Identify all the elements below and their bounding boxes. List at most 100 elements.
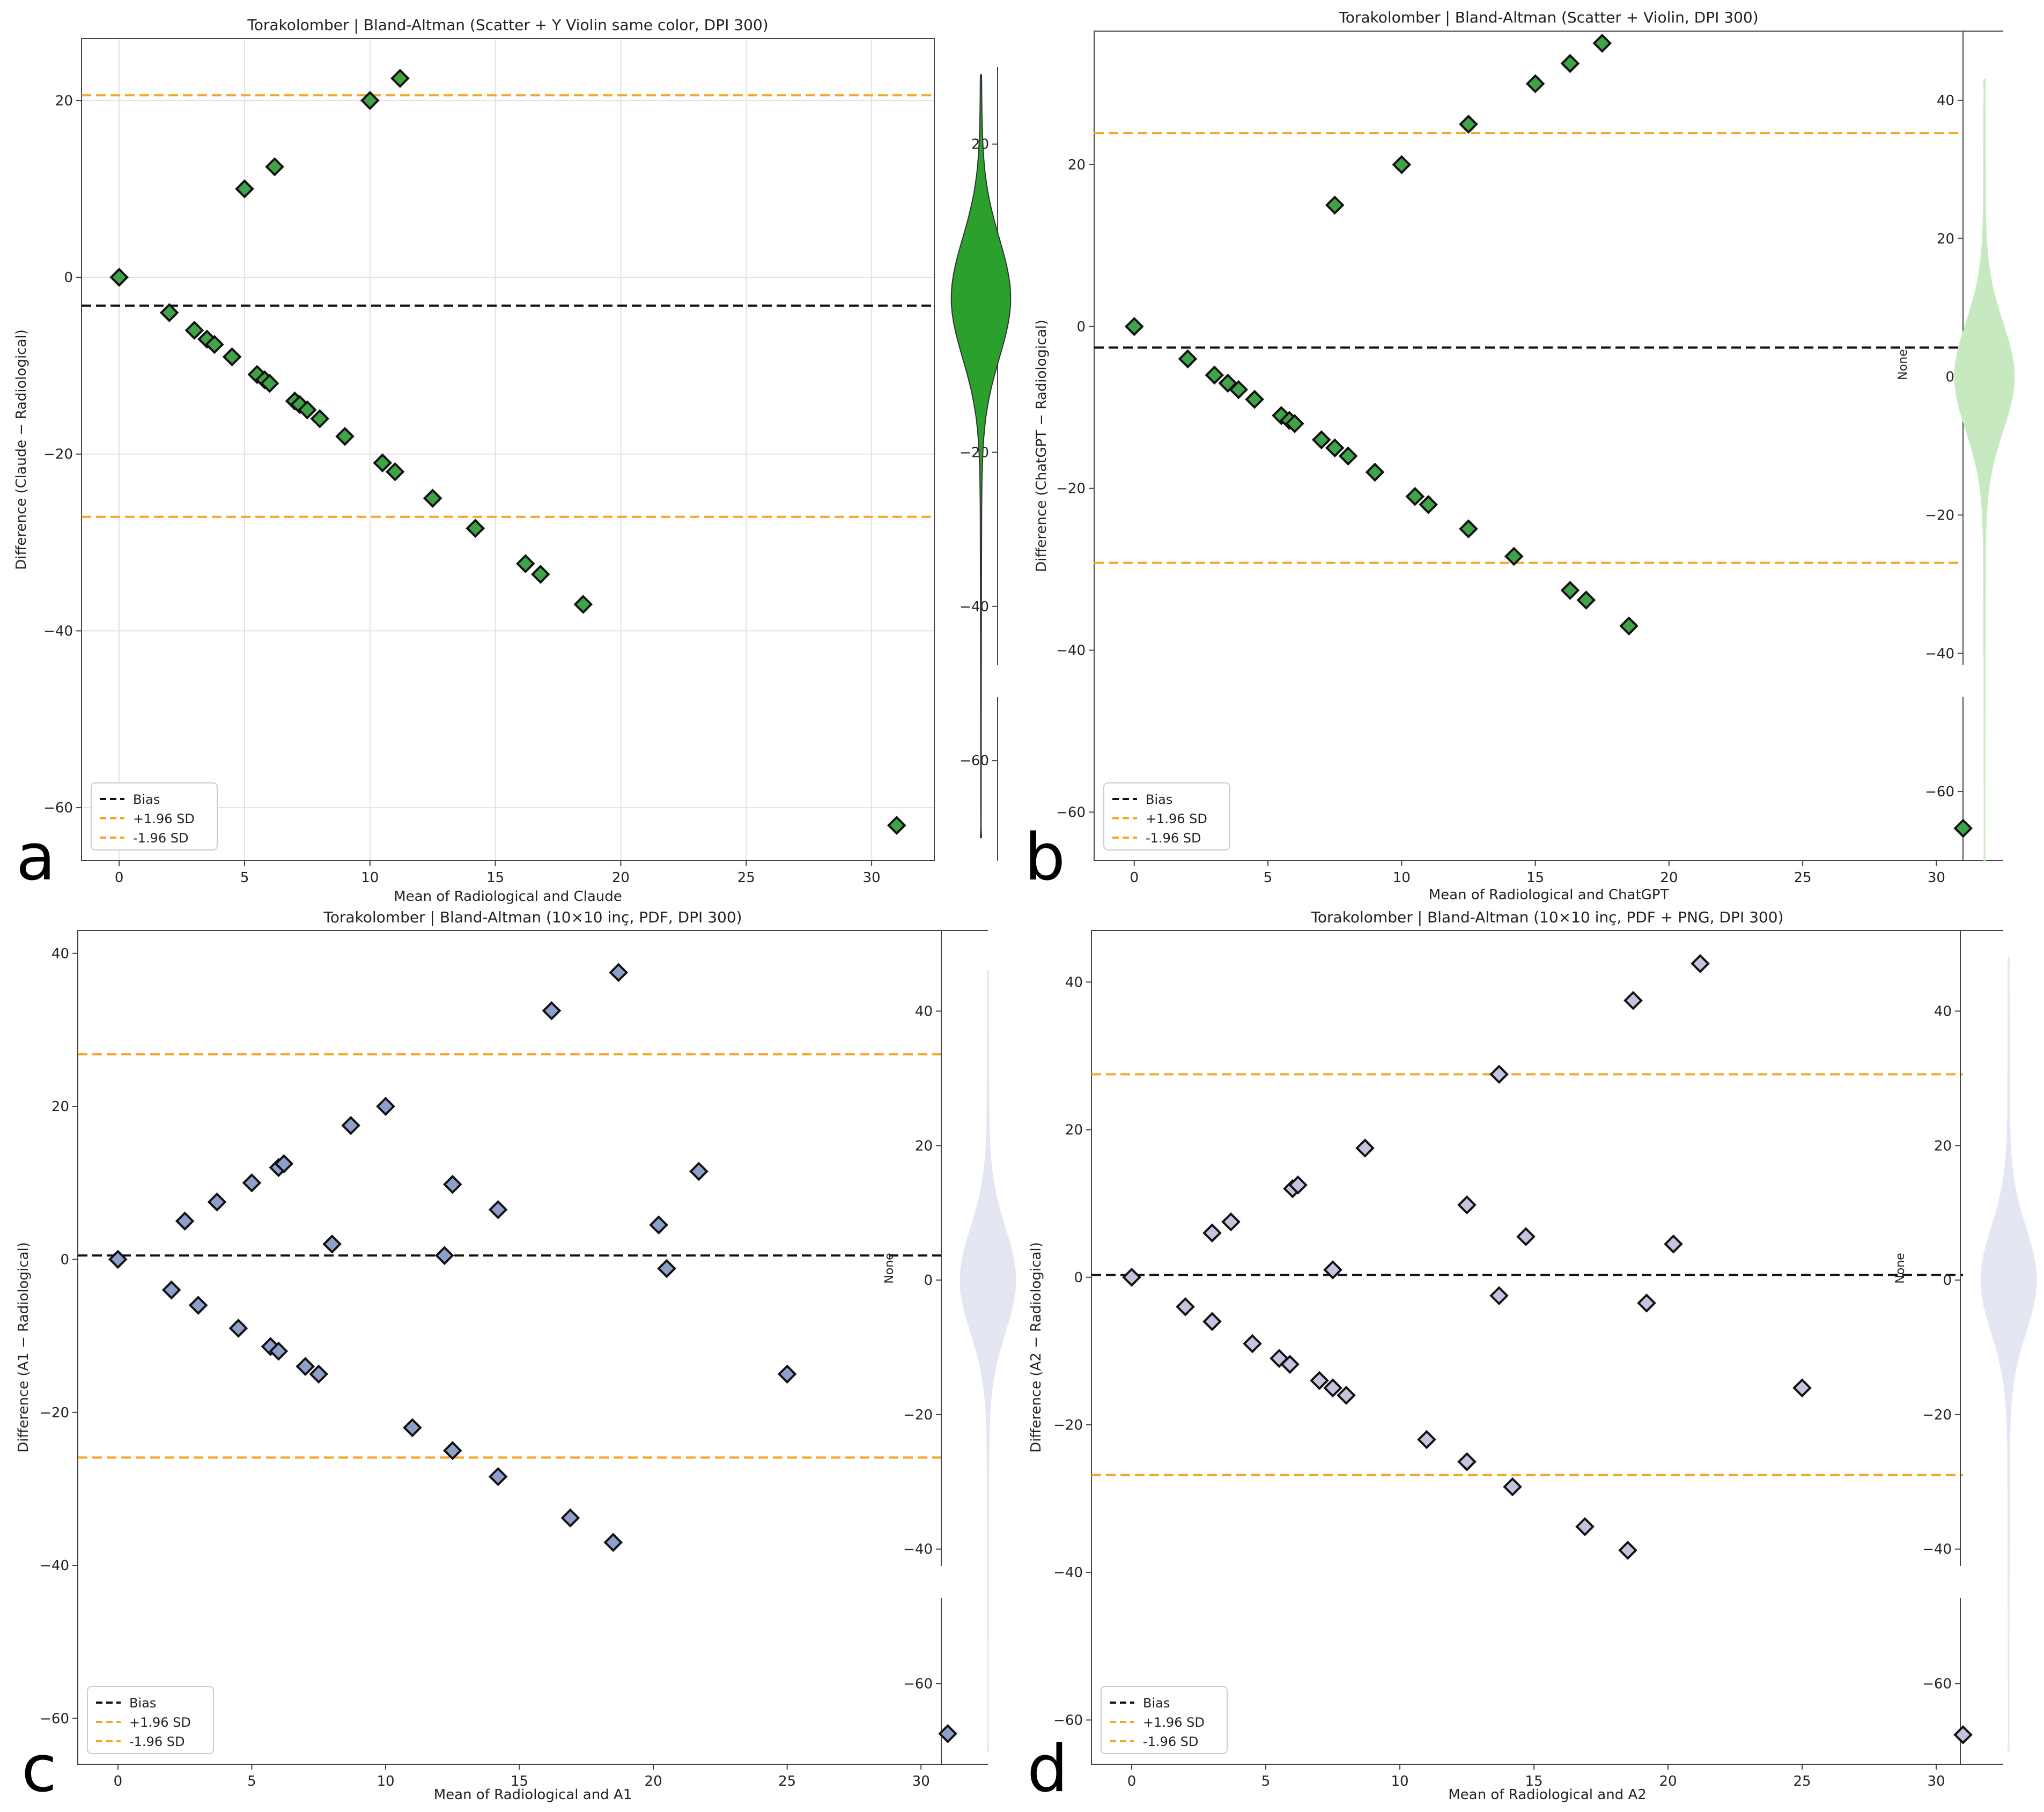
data-point bbox=[185, 321, 204, 340]
legend-label: -1.96 SD bbox=[129, 1734, 185, 1749]
data-point bbox=[175, 1211, 195, 1231]
x-axis-label: Mean of Radiological and ChatGPT bbox=[1429, 887, 1669, 903]
data-point bbox=[205, 335, 224, 354]
data-point bbox=[1419, 495, 1438, 514]
panel-b: 0 5 10 15 20 25 30 −60 −40 −20 0 20 −60 −40 −20 0 20 40 No… bbox=[1024, 9, 2015, 903]
legend-label: Bias bbox=[129, 1696, 156, 1711]
x-tick-label: 30 bbox=[1927, 1773, 1945, 1789]
x-axis-label: Mean of Radiological and Claude bbox=[394, 889, 622, 905]
y-tick-label: 20 bbox=[51, 1099, 69, 1115]
data-point bbox=[1592, 33, 1612, 53]
data-point bbox=[1285, 414, 1304, 433]
data-point bbox=[1560, 581, 1580, 600]
data-point bbox=[1325, 438, 1345, 458]
data-point bbox=[1664, 1234, 1683, 1254]
legend-label: +1.96 SD bbox=[133, 811, 195, 826]
data-point bbox=[1325, 195, 1345, 215]
violin-shape bbox=[1980, 957, 2037, 1751]
panel-d: 0 5 10 15 20 25 30 −60 −40 −20 0 20 40 −60 −40 −20 0 20 40… bbox=[1027, 908, 2037, 1807]
data-point bbox=[1122, 1267, 1141, 1287]
data-point bbox=[1516, 1227, 1536, 1246]
data-point bbox=[1489, 1064, 1509, 1084]
data-point bbox=[403, 1418, 422, 1438]
chart-title: Torakolomber | Bland-Altman (10×10 inç, … bbox=[323, 908, 742, 926]
chart-title: Torakolomber | Bland-Altman (10×10 inç, … bbox=[1311, 908, 1784, 926]
data-point bbox=[1792, 1378, 1812, 1398]
data-point bbox=[1310, 1371, 1329, 1391]
violin-tick-label: 40 bbox=[1937, 93, 1954, 109]
data-point bbox=[1576, 590, 1596, 610]
data-point bbox=[309, 1364, 329, 1384]
data-point bbox=[322, 1234, 342, 1254]
violin-tick-label: −60 bbox=[960, 753, 989, 769]
y-tick-label: 0 bbox=[64, 270, 73, 286]
data-point bbox=[938, 1724, 957, 1743]
violin-panel: −60 −40 −20 0 20 40 None bbox=[1894, 930, 2037, 1764]
data-point bbox=[1323, 1260, 1342, 1280]
data-point bbox=[887, 816, 906, 835]
data-point bbox=[1338, 446, 1358, 466]
data-point bbox=[1124, 317, 1144, 336]
violin-tick-label: 0 bbox=[1945, 369, 1954, 386]
y-tick-label: 20 bbox=[55, 93, 73, 109]
legend: Bias +1.96 SD -1.96 SD bbox=[87, 1686, 214, 1754]
x-tick-label: 10 bbox=[1391, 1773, 1408, 1789]
data-point bbox=[689, 1162, 709, 1181]
x-axis-label: Mean of Radiological and A2 bbox=[1448, 1787, 1647, 1803]
data-point bbox=[242, 1173, 262, 1193]
x-tick-label: 20 bbox=[612, 870, 630, 886]
y-tick-label: −20 bbox=[43, 447, 73, 463]
x-tick-label: 25 bbox=[1793, 1773, 1811, 1789]
y-tick-label: −60 bbox=[40, 1711, 69, 1727]
y-tick-label: −60 bbox=[1053, 1712, 1083, 1728]
y-axis-label: Difference (A2 − Radiological) bbox=[1028, 1242, 1044, 1453]
violin-panel: −60 −40 −20 0 20 40 None bbox=[1897, 31, 2015, 861]
data-point bbox=[373, 453, 393, 473]
data-point bbox=[1337, 1386, 1356, 1405]
x-tick-label: 25 bbox=[1794, 870, 1812, 886]
x-tick-label: 30 bbox=[912, 1773, 930, 1789]
legend-label: +1.96 SD bbox=[1143, 1715, 1205, 1730]
data-point bbox=[390, 69, 410, 88]
data-point bbox=[442, 1441, 462, 1460]
data-point bbox=[515, 554, 535, 573]
data-point bbox=[197, 329, 217, 349]
y-tick-label: −60 bbox=[1056, 804, 1086, 820]
data-point bbox=[1560, 54, 1580, 73]
violin-tick-label: −40 bbox=[1925, 646, 1954, 662]
violin-tick-label: −60 bbox=[1925, 784, 1954, 800]
data-point bbox=[376, 1097, 395, 1116]
x-tick-label: 15 bbox=[1525, 1773, 1543, 1789]
data-point bbox=[269, 1341, 289, 1361]
legend-label: -1.96 SD bbox=[1143, 1734, 1198, 1749]
data-point bbox=[488, 1200, 508, 1219]
x-tick-label: 0 bbox=[1130, 870, 1139, 886]
y-tick-label: 40 bbox=[51, 946, 69, 962]
x-tick-label: 5 bbox=[1261, 1773, 1271, 1789]
data-point bbox=[260, 374, 279, 393]
x-tick-label: 5 bbox=[247, 1773, 256, 1789]
data-point bbox=[1202, 1312, 1222, 1332]
y-tick-label: −20 bbox=[1056, 481, 1086, 497]
data-point bbox=[188, 1296, 208, 1315]
y-tick-label: −40 bbox=[1053, 1565, 1083, 1581]
x-tick-label: 15 bbox=[511, 1773, 528, 1789]
data-point bbox=[1288, 1175, 1308, 1195]
violin-tick-label: −60 bbox=[1922, 1676, 1952, 1692]
data-point bbox=[341, 1115, 360, 1135]
data-point bbox=[573, 595, 593, 614]
legend: Bias +1.96 SD -1.96 SD bbox=[1101, 1686, 1228, 1754]
plot-frame bbox=[81, 38, 935, 861]
violin-ylabel: None bbox=[1894, 1253, 1907, 1283]
violin-tick-label: 0 bbox=[924, 1273, 933, 1289]
data-point bbox=[434, 1246, 454, 1266]
data-point bbox=[1205, 365, 1224, 385]
legend-label: +1.96 SD bbox=[1146, 811, 1207, 826]
x-tick-label: 0 bbox=[115, 870, 124, 886]
violin-tick-label: 40 bbox=[1934, 1003, 1952, 1019]
x-tick-label: 10 bbox=[361, 870, 379, 886]
violin-tick-label: −40 bbox=[1922, 1542, 1952, 1558]
violin-tick-label: 20 bbox=[1934, 1138, 1952, 1154]
